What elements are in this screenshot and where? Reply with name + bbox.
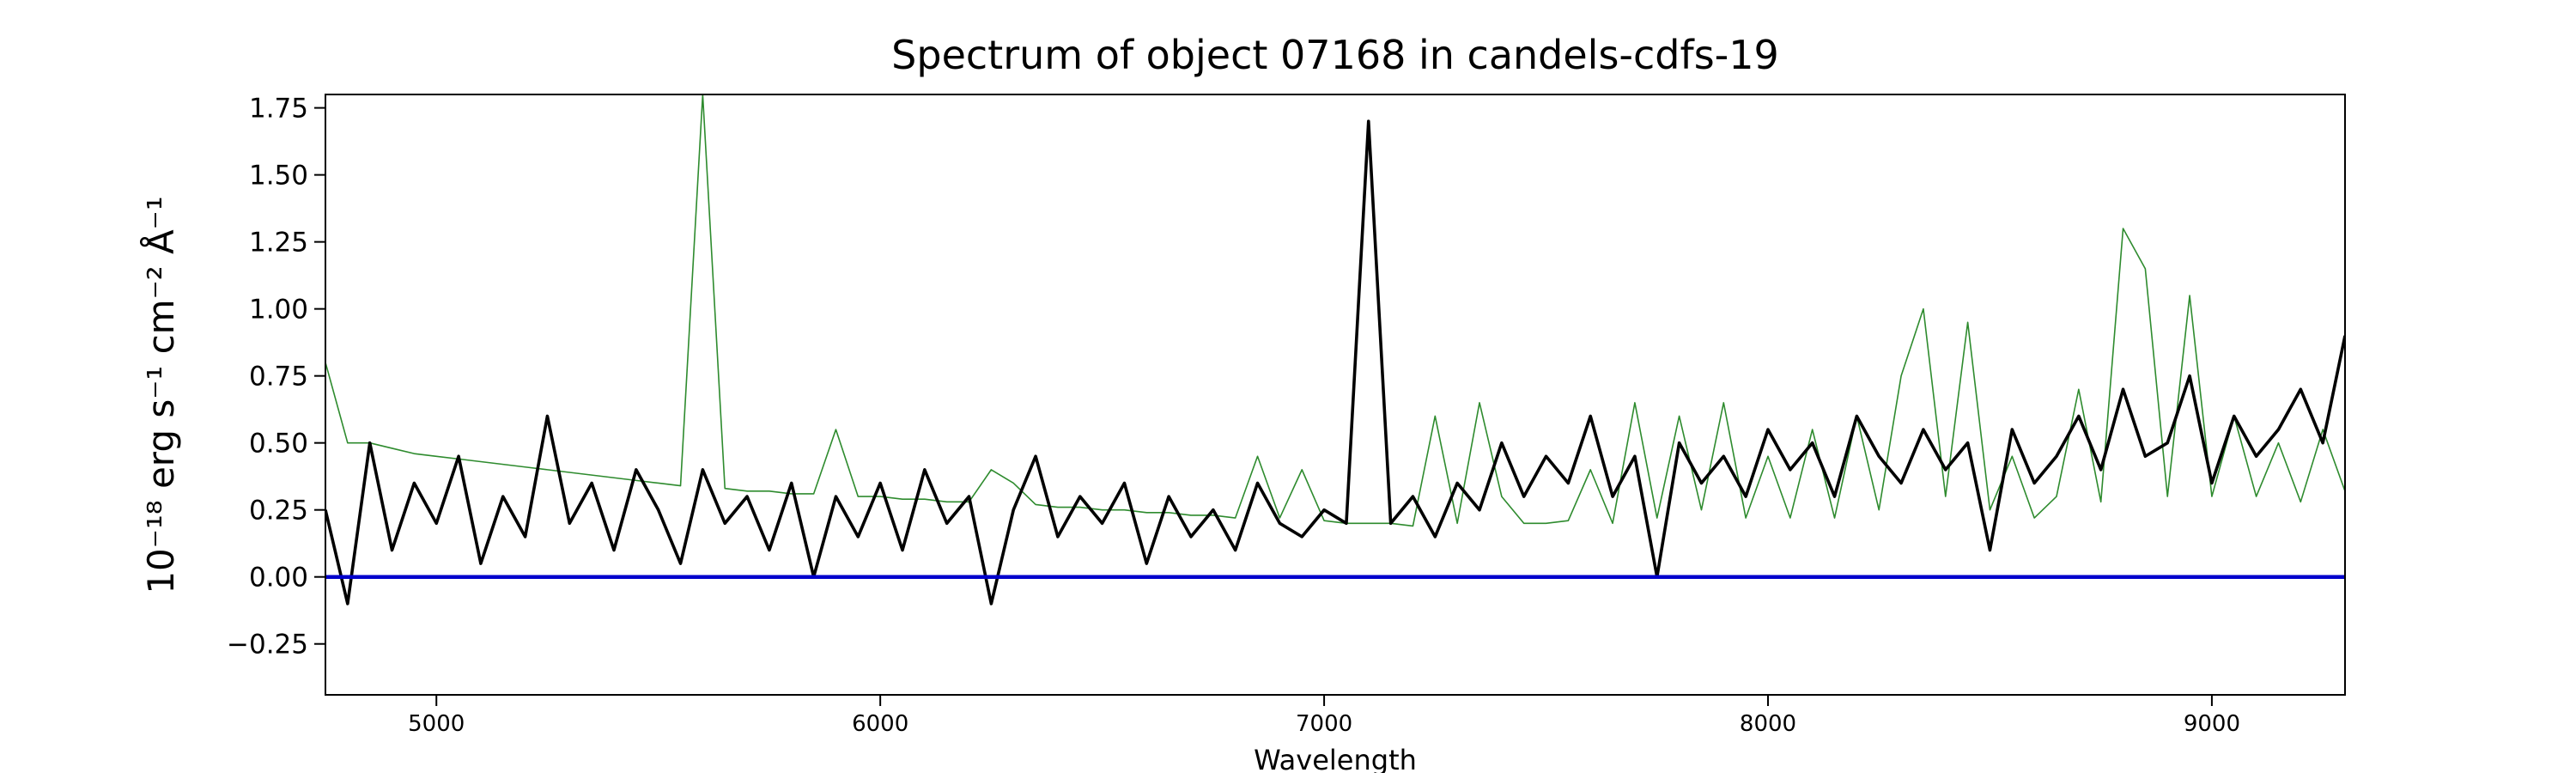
y-tick-label: 1.00: [249, 295, 308, 326]
y-tick-label: 0.50: [249, 429, 308, 460]
chart-title: Spectrum of object 07168 in candels-cdfs…: [891, 32, 1779, 78]
y-tick-label: 1.25: [249, 228, 308, 259]
y-tick-label: 1.75: [249, 94, 308, 125]
spectrum-line: [325, 94, 2345, 527]
plot-area: [325, 94, 2345, 606]
y-tick-label: 0.75: [249, 362, 308, 393]
axes-frame: [325, 94, 2346, 696]
y-tick-label: −0.25: [227, 630, 308, 660]
x-tick-label: 9000: [2184, 711, 2240, 737]
x-tick-label: 5000: [408, 711, 465, 737]
x-axis-label: Wavelength: [1254, 744, 1417, 773]
y-tick-label: 0.25: [249, 496, 308, 526]
y-tick-label: 1.50: [249, 161, 308, 192]
y-tick-label: 0.00: [249, 563, 308, 593]
y-axis-label: 10⁻¹⁸ erg s⁻¹ cm⁻² Å⁻¹: [139, 196, 182, 593]
x-tick-label: 6000: [852, 711, 908, 737]
spectrum-line: [325, 119, 2345, 606]
x-tick-label: 7000: [1296, 711, 1352, 737]
x-tick-label: 8000: [1740, 711, 1796, 737]
